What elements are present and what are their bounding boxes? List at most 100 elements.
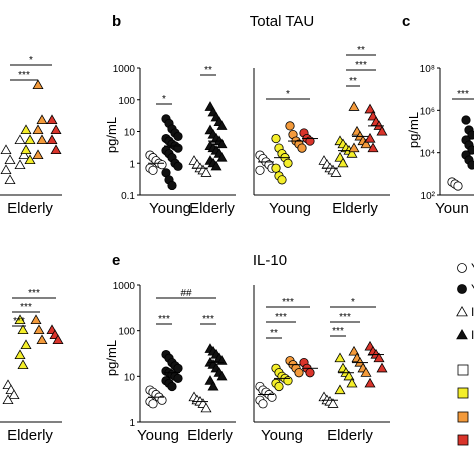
panel-a-point: [24, 154, 36, 165]
panel-a-point: [50, 144, 62, 155]
panel-d-group-label: Elderly: [7, 427, 53, 444]
panel-e-left-sig-1-label: ***: [158, 314, 170, 325]
panel-b-right-series-point: [364, 132, 376, 143]
panel-a-point: [36, 134, 48, 145]
panel-d-point: [2, 394, 14, 405]
panel-e-left-series-point: [148, 399, 158, 409]
panel-b-right-sig-3-label: ***: [355, 60, 367, 71]
panel-b-left-tick-label: 100: [118, 96, 135, 107]
panel-e-left-series-point: [200, 402, 212, 413]
panel-e-right-series-point: [348, 345, 360, 356]
panel-e-right-sig-2-label: ***: [275, 312, 287, 323]
panel-c-tick-label: 10⁶: [420, 106, 435, 117]
panel-b-right-series-point: [271, 133, 281, 144]
panel-e-right-series-point: [305, 368, 315, 378]
panel-d-point: [33, 324, 45, 335]
panel-b-left-series-point: [173, 143, 183, 153]
panel-a-sig-1-label: *: [29, 55, 33, 66]
legend-label: I: [471, 305, 474, 319]
panel-b-left-tick-label: 1: [129, 159, 135, 170]
panel-b-right-series-point: [364, 103, 376, 114]
panel-e-title: IL-10: [253, 252, 287, 269]
panel-a-point: [0, 164, 12, 175]
panel-b-right-series-point: [348, 142, 360, 153]
panel-d-point: [14, 349, 26, 360]
panel-c-point: [453, 181, 463, 191]
legend-label: Y: [471, 282, 474, 296]
panel-b-left-group-young: Young: [149, 200, 191, 217]
panel-e-right-series-point: [283, 376, 293, 386]
panel-b-title: Total TAU: [250, 13, 314, 30]
panel-c-group-label: Youn: [435, 200, 469, 217]
panel-e-right-sig-6-label: *: [351, 297, 355, 308]
panel-e-left-tick-label: 100: [118, 327, 135, 338]
panel-e-right-sig-3-label: ***: [282, 297, 294, 308]
panel-b-left-sig-2-label: **: [204, 65, 212, 76]
panel-b-right-group-elderly: Elderly: [332, 200, 378, 217]
legend-symbol-circle-filled: [457, 284, 467, 294]
panel-b-right-series-point: [277, 175, 287, 185]
panel-c-tick-label: 10²: [421, 191, 436, 202]
legend-symbol-triangle-filled: [456, 329, 468, 340]
panel-c-letter: c: [402, 13, 410, 30]
panel-b-right-group-young: Young: [269, 200, 311, 217]
panel-b-left-series-point: [216, 138, 228, 149]
panel-a-sig-2-label: ***: [18, 70, 30, 81]
panel-d-point: [8, 389, 20, 400]
panel-a-point: [0, 144, 12, 155]
panel-e-right-sig-4-label: ***: [332, 326, 344, 337]
chart-marks: *************0.11101001000***********10²…: [0, 45, 474, 446]
panel-e-left-tick-label: 1: [129, 418, 135, 429]
panel-a-point: [46, 114, 58, 125]
panel-b-right-series-point: [360, 138, 372, 149]
legend-symbol-triangle-open: [456, 306, 468, 317]
panel-e-right-series-point: [376, 362, 388, 373]
panel-d-point: [14, 314, 26, 325]
panel-a-point: [20, 124, 32, 135]
panel-b-left-series-point: [210, 160, 222, 171]
panel-b-right-series-point: [367, 142, 379, 153]
panel-b-left-tick-label: 10: [124, 128, 136, 139]
panel-b-right-series-point: [255, 165, 265, 175]
panel-e-right-group-young: Young: [261, 427, 303, 444]
panel-b-right-series-point: [283, 158, 293, 168]
panel-e-right-series-point: [346, 377, 358, 388]
panel-c-ylabel: pg/mL: [406, 112, 421, 148]
panel-b-right-series-point: [285, 121, 295, 131]
panel-b-left-series-point: [200, 167, 212, 177]
panel-e-left-series-point: [207, 380, 219, 391]
panel-e-right-sig-5-label: ***: [339, 312, 351, 323]
panel-b-left-group-elderly: Elderly: [189, 200, 235, 217]
panel-d-sig-1-label: ***: [28, 288, 40, 299]
panel-a-point: [14, 159, 26, 170]
legend-label: I: [471, 328, 474, 342]
panel-e-ylabel: pg/mL: [104, 340, 119, 376]
panel-b-left-series-point: [167, 180, 177, 191]
panel-e-right-series-point: [258, 399, 268, 409]
panel-e-left-series-point: [167, 381, 177, 392]
panel-d-sig-3-label: ***: [13, 316, 25, 327]
legend-swatch-white: [457, 364, 469, 376]
panel-d-sig-2-label: ***: [20, 302, 32, 313]
panel-a-point: [32, 149, 44, 160]
panel-e-right-series-point: [327, 398, 339, 408]
panel-d-point: [17, 359, 29, 370]
panel-e-right-series-point: [360, 367, 372, 377]
panel-e-right-series-point: [373, 352, 385, 363]
panel-e-left-series-point: [157, 395, 167, 405]
panel-b-left-sig-1-label: *: [162, 94, 166, 105]
panel-a-point: [32, 79, 44, 90]
panel-e-left-group-young: Young: [137, 427, 179, 444]
panel-e-left-group-elderly: Elderly: [187, 427, 233, 444]
panel-b-ylabel: pg/mL: [104, 117, 119, 153]
panel-d-point: [20, 339, 32, 350]
panel-b-right-series-point: [348, 101, 360, 111]
legend-swatch-orange: [457, 411, 469, 423]
panel-b-left-series-point: [216, 152, 228, 162]
panel-b-right-sig-2-label: **: [357, 45, 365, 56]
panel-b-left-tick-label: 1000: [113, 64, 136, 75]
panel-c-point: [461, 115, 471, 125]
panel-e-left-tick-label: 10: [124, 372, 136, 383]
panel-e-right-series-point: [274, 381, 284, 392]
